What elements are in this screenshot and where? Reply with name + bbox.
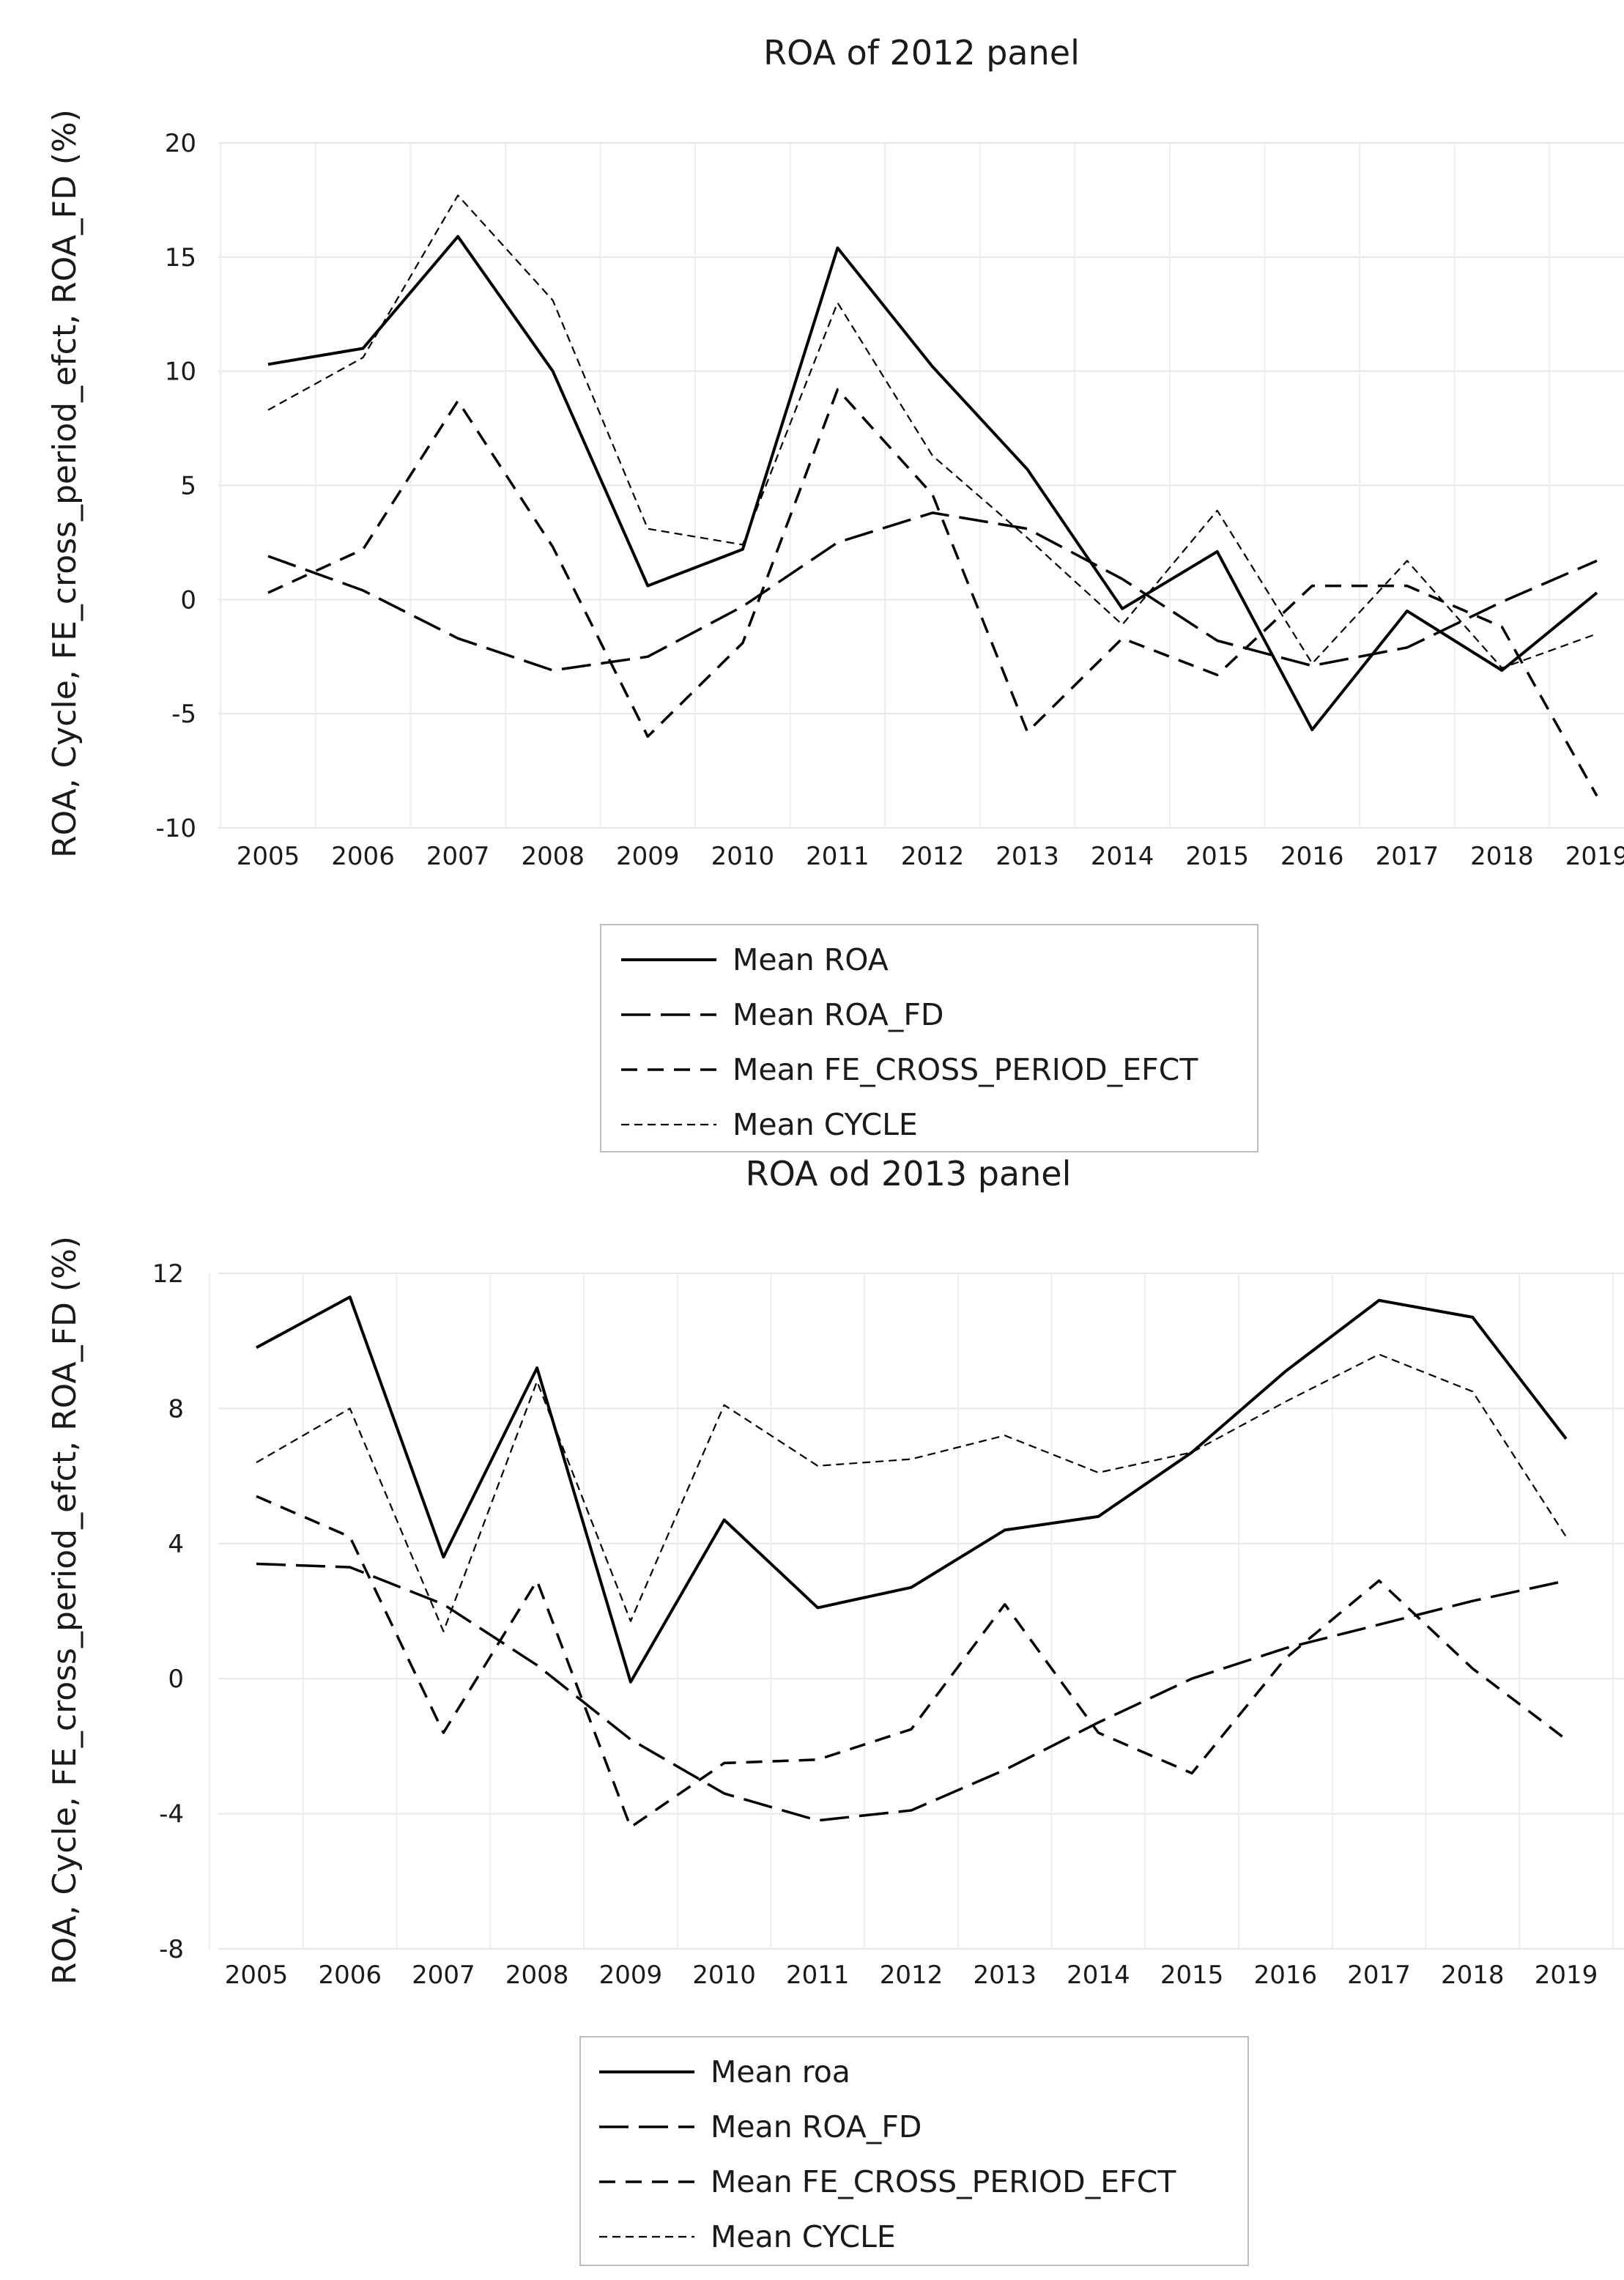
x-tick-label: 2012 [901, 842, 965, 871]
x-tick-label: 2005 [237, 842, 300, 871]
x-tick-label: 2018 [1441, 1961, 1505, 1990]
x-tick-label: 2010 [711, 842, 775, 871]
x-tick-label: 2019 [1565, 842, 1624, 871]
legend-label: Mean ROA_FD [711, 2109, 922, 2144]
x-tick-label: 2015 [1160, 1961, 1224, 1990]
chart-title: ROA od 2013 panel [746, 1154, 1072, 1193]
x-tick-label: 2019 [1535, 1961, 1598, 1990]
series-line-2 [256, 1562, 1567, 1822]
legend-label: Mean FE_CROSS_PERIOD_EFCT [733, 1052, 1198, 1087]
y-tick-label: 12 [152, 1259, 184, 1289]
gridlines [209, 1273, 1624, 1950]
x-tick-label: 2015 [1185, 842, 1249, 871]
x-tick-label: 2016 [1280, 842, 1344, 871]
chart-2013-panel: ROA od 2013 panel ROA, Cycle, FE_cross_pe… [46, 1154, 1624, 2266]
legend-label: Mean ROA_FD [733, 997, 943, 1032]
y-tick-label: 5 [180, 472, 196, 501]
x-tick-label: 2005 [225, 1961, 289, 1990]
chart-2012-panel: ROA of 2012 panel ROA, Cycle, FE_cross_pe… [46, 33, 1624, 1152]
series-line-1 [256, 1295, 1568, 1684]
y-axis-label: ROA, Cycle, FE_cross_period_efct, ROA_FD… [46, 109, 84, 858]
series-line-2 [267, 511, 1598, 672]
series-line-1 [267, 234, 1598, 731]
series-line-3 [267, 388, 1598, 797]
y-tick-label: -5 [171, 700, 196, 729]
x-tick-label: 2017 [1376, 842, 1439, 871]
x-tick-label: 2011 [806, 842, 870, 871]
x-tick-label: 2009 [599, 1961, 663, 1990]
legend: Mean ROA Mean ROA_FD Mean FE_CROSS_PERIOD_… [600, 924, 1258, 1152]
series-line-4 [267, 194, 1598, 669]
y-tick-label: 0 [180, 585, 196, 615]
y-tick-label: 15 [165, 243, 196, 273]
series-line-3 [256, 1495, 1568, 1829]
legend-box [579, 2036, 1249, 2266]
legend: Mean roa Mean ROA_FD Mean FE_CROSS_PERIOD_… [579, 2036, 1249, 2266]
x-tick-label: 2008 [521, 842, 585, 871]
series-line-4 [256, 1353, 1567, 1632]
x-tick-label: 2018 [1470, 842, 1534, 871]
x-tick-label: 2014 [1091, 842, 1154, 871]
legend-box [600, 924, 1258, 1152]
y-tick-label: 4 [168, 1530, 184, 1559]
x-tick-label: 2009 [616, 842, 680, 871]
legend-label: Mean ROA [733, 942, 889, 977]
legend-label: Mean CYCLE [733, 1107, 918, 1142]
x-tick-label: 2006 [318, 1961, 382, 1990]
y-tick-label: 0 [168, 1665, 184, 1694]
chart-title: ROA of 2012 panel [763, 33, 1080, 73]
y-tick-label: -10 [155, 814, 196, 843]
legend-label: Mean roa [711, 2054, 850, 2090]
gridlines [218, 142, 1624, 829]
legend-label: Mean FE_CROSS_PERIOD_EFCT [711, 2164, 1176, 2199]
x-tick-label: 2016 [1254, 1961, 1318, 1990]
y-tick-label: 20 [165, 129, 196, 158]
x-tick-label: 2017 [1347, 1961, 1411, 1990]
x-tick-label: 2012 [880, 1961, 943, 1990]
x-tick-label: 2010 [692, 1961, 756, 1990]
x-tick-label: 2013 [973, 1961, 1037, 1990]
x-tick-label: 2014 [1067, 1961, 1130, 1990]
x-tick-label: 2007 [426, 842, 490, 871]
y-tick-label: 10 [165, 358, 196, 387]
x-tick-label: 2007 [412, 1961, 475, 1990]
y-tick-label: -8 [159, 1935, 184, 1964]
y-tick-label: -4 [159, 1800, 184, 1829]
x-tick-label: 2011 [786, 1961, 850, 1990]
x-tick-label: 2013 [995, 842, 1059, 871]
x-tick-label: 2008 [505, 1961, 569, 1990]
y-tick-label: 8 [168, 1394, 184, 1424]
legend-label: Mean CYCLE [711, 2219, 896, 2254]
y-axis-label: ROA, Cycle, FE_cross_period_efct, ROA_FD… [46, 1236, 84, 1985]
x-tick-label: 2006 [331, 842, 395, 871]
